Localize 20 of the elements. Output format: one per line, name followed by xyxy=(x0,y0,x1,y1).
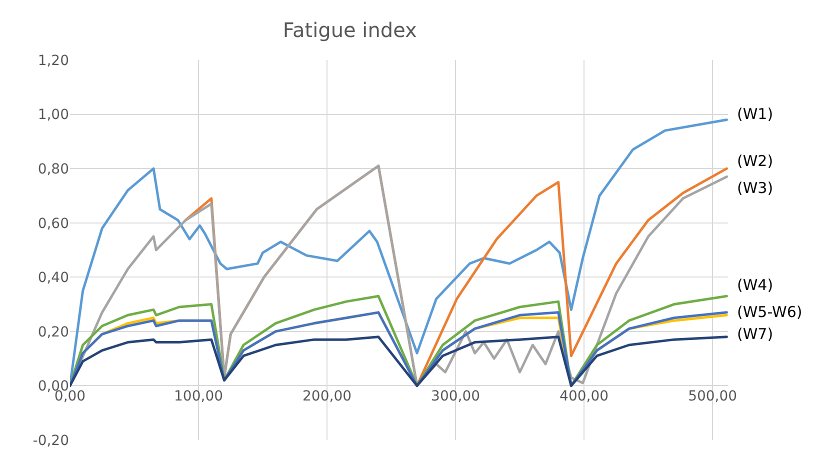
y-tick-label: 0,40 xyxy=(38,270,69,286)
text: (W7) xyxy=(737,325,774,343)
x-tick-label: 400,00 xyxy=(560,388,609,405)
x-tick-label: 100,00 xyxy=(174,388,224,405)
x-tick-label: 300,00 xyxy=(431,388,480,405)
text: (W4) xyxy=(737,276,774,294)
y-tick-label: 0,80 xyxy=(38,161,69,178)
y-tick-label: -0,20 xyxy=(32,432,69,449)
x-tick-label: 500,00 xyxy=(688,388,738,405)
text: (W2) xyxy=(737,152,774,170)
y-tick-label: 0,60 xyxy=(38,216,69,232)
text: (W3) xyxy=(737,179,774,197)
chart-title: Fatigue index xyxy=(282,18,418,42)
y-tick-label: 1,20 xyxy=(38,52,69,69)
text: (W1) xyxy=(737,105,774,123)
x-tick-label: 200,00 xyxy=(302,388,352,405)
text: (W5-W6) xyxy=(737,303,802,321)
line-series xyxy=(70,336,728,387)
y-tick-label: 0,20 xyxy=(38,324,69,340)
y-tick-label: 1,00 xyxy=(38,107,69,124)
